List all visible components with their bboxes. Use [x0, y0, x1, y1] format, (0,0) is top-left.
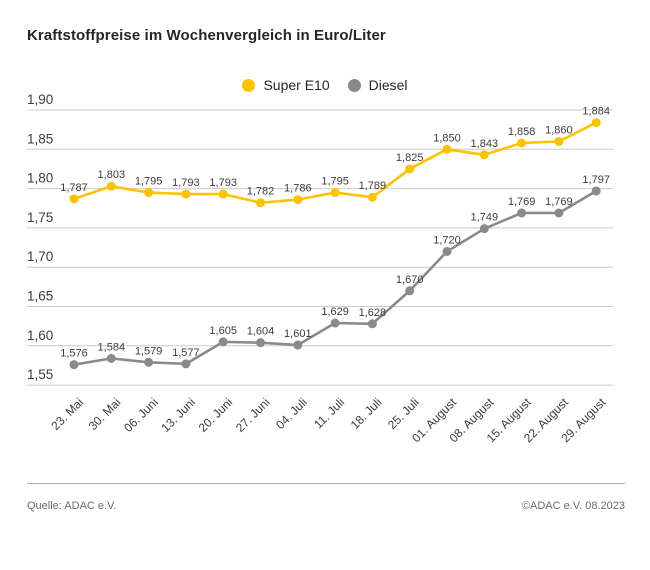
data-point-diesel — [442, 246, 452, 256]
data-point-diesel — [517, 208, 527, 218]
series-line-diesel — [72, 189, 598, 366]
x-tick-label: 20. Juni — [196, 395, 236, 435]
x-tick-label: 13. Juni — [158, 395, 198, 435]
data-point-super-e10 — [69, 194, 79, 204]
value-label-super-e10: 1,843 — [471, 138, 499, 150]
value-label-super-e10: 1,860 — [545, 124, 573, 136]
value-label-diesel: 1,797 — [582, 174, 610, 186]
value-label-super-e10: 1,793 — [209, 177, 237, 189]
source-note: Quelle: ADAC e.V. — [27, 500, 117, 512]
y-tick-label: 1,80 — [27, 171, 53, 186]
data-point-diesel — [591, 186, 601, 196]
x-tick-label: 11. Juli — [311, 395, 347, 431]
x-tick-label: 25. Juli — [385, 395, 422, 432]
data-point-super-e10 — [330, 188, 340, 198]
value-label-diesel: 1,584 — [98, 341, 126, 353]
value-label-super-e10: 1,787 — [60, 182, 88, 194]
value-label-diesel: 1,579 — [135, 345, 163, 357]
value-label-super-e10: 1,884 — [582, 106, 610, 118]
value-label-diesel: 1,769 — [545, 196, 573, 208]
data-point-diesel — [69, 360, 79, 370]
x-tick-label: 27. Juni — [233, 395, 273, 435]
data-point-diesel — [367, 319, 377, 329]
data-point-super-e10 — [442, 144, 452, 154]
data-point-diesel — [144, 357, 154, 367]
chart-title: Kraftstoffpreise im Wochenvergleich in E… — [27, 27, 386, 44]
copyright-note: ©ADAC e.V. 08.2023 — [521, 500, 625, 512]
value-label-diesel: 1,629 — [321, 306, 349, 318]
value-label-diesel: 1,720 — [433, 234, 461, 246]
legend-item-diesel: Diesel — [347, 77, 408, 93]
value-label-super-e10: 1,803 — [98, 169, 126, 181]
value-label-diesel: 1,577 — [172, 347, 200, 359]
value-label-super-e10: 1,795 — [321, 176, 349, 188]
y-tick-label: 1,70 — [27, 249, 53, 264]
value-label-diesel: 1,604 — [247, 326, 275, 338]
value-label-super-e10: 1,782 — [247, 186, 275, 198]
x-tick-label: 23. Mai — [48, 395, 86, 433]
value-label-diesel: 1,769 — [508, 196, 536, 208]
y-tick-label: 1,60 — [27, 328, 53, 343]
x-tick-label: 18. Juli — [348, 395, 385, 432]
value-label-super-e10: 1,825 — [396, 152, 424, 164]
data-point-super-e10 — [405, 164, 415, 174]
data-point-super-e10 — [144, 188, 154, 198]
data-point-diesel — [181, 359, 191, 369]
y-tick-label: 1,85 — [27, 131, 53, 146]
x-tick-label: 04. Juli — [273, 395, 310, 432]
value-label-super-e10: 1,786 — [284, 183, 312, 195]
value-label-diesel: 1,749 — [471, 212, 499, 224]
value-label-diesel: 1,601 — [284, 328, 312, 340]
legend-item-super-e10: Super E10 — [242, 77, 330, 93]
data-point-super-e10 — [367, 192, 377, 202]
y-tick-label: 1,55 — [27, 367, 53, 382]
data-point-super-e10 — [293, 195, 303, 205]
data-point-diesel — [218, 337, 228, 347]
data-point-super-e10 — [591, 118, 601, 128]
footer-divider — [27, 483, 625, 484]
y-tick-label: 1,75 — [27, 210, 53, 225]
value-label-super-e10: 1,793 — [172, 177, 200, 189]
data-point-diesel — [405, 286, 415, 296]
value-label-diesel: 1,576 — [60, 348, 88, 360]
value-label-super-e10: 1,850 — [433, 132, 461, 144]
data-point-super-e10 — [256, 198, 265, 208]
data-point-super-e10 — [181, 189, 191, 199]
legend-label-diesel: Diesel — [368, 77, 408, 93]
data-point-diesel — [330, 318, 340, 328]
data-point-super-e10 — [106, 181, 116, 191]
data-point-diesel — [293, 340, 303, 350]
value-label-super-e10: 1,795 — [135, 176, 163, 188]
legend: Super E10 Diesel — [0, 77, 650, 93]
x-tick-label: 30. Mai — [86, 395, 124, 433]
super-e10-dot-icon — [242, 78, 256, 92]
x-tick-label: 06. Juni — [121, 395, 161, 435]
value-label-super-e10: 1,858 — [508, 126, 536, 138]
data-point-super-e10 — [218, 189, 228, 199]
legend-label-super-e10: Super E10 — [263, 77, 330, 93]
diesel-dot-icon — [347, 78, 361, 92]
data-point-diesel — [554, 208, 564, 218]
data-point-diesel — [479, 224, 489, 234]
data-point-super-e10 — [479, 150, 489, 160]
data-point-super-e10 — [517, 138, 527, 148]
data-point-diesel — [106, 353, 116, 363]
y-tick-label: 1,65 — [27, 289, 53, 304]
value-label-super-e10: 1,789 — [359, 180, 387, 192]
value-label-diesel: 1,628 — [359, 307, 387, 319]
value-label-diesel: 1,670 — [396, 274, 424, 286]
value-label-diesel: 1,605 — [209, 325, 237, 337]
y-tick-label: 1,90 — [27, 92, 53, 107]
data-point-diesel — [256, 338, 265, 348]
data-point-super-e10 — [554, 136, 564, 146]
